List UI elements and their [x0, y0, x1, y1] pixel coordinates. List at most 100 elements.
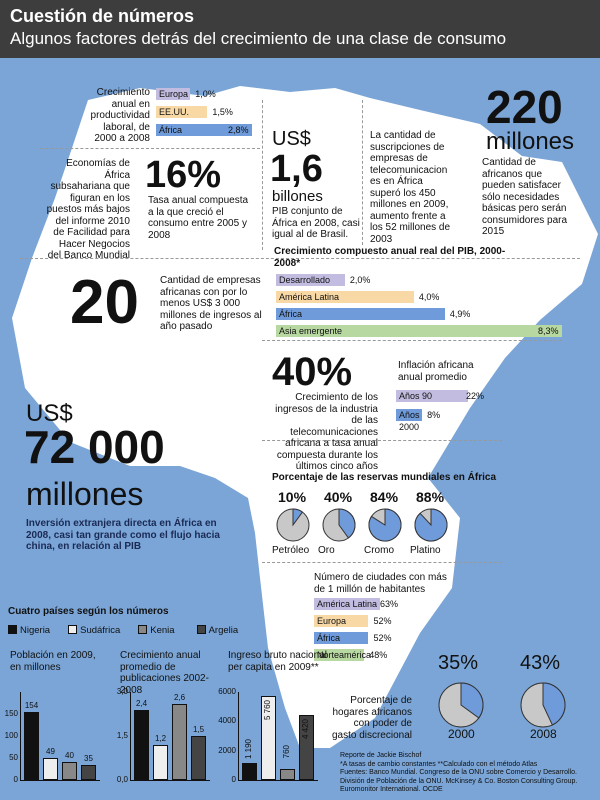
- bar: Años 90: [396, 390, 468, 402]
- y-tick: 4000: [218, 716, 236, 726]
- divider: [362, 100, 363, 245]
- divider: [262, 562, 502, 563]
- consumers-label: Cantidad de africanos que pueden satisfa…: [482, 157, 568, 237]
- page-title: Cuestión de números: [10, 6, 195, 26]
- footer-line: *A tasas de cambio constantes **Calculad…: [340, 760, 538, 768]
- telecom-growth-value: 40%: [272, 350, 353, 394]
- gdp-unit: billones: [272, 188, 323, 205]
- legend-item: Nigeria: [8, 625, 50, 636]
- reserve-pie: [276, 508, 310, 542]
- y-axis: [238, 692, 239, 780]
- reserve-value: 40%: [324, 489, 353, 505]
- bar: África: [276, 308, 445, 320]
- bar: Europa: [314, 615, 369, 627]
- gdp-currency: US$: [272, 128, 311, 150]
- economies-label: Economías de África subsahariana que fig…: [46, 158, 130, 261]
- y-tick: 0,0: [116, 775, 128, 784]
- reserve-name: Platino: [410, 545, 441, 556]
- reserves-title: Porcentaje de las reservas mundiales en …: [272, 472, 496, 483]
- chart-title: Crecimiento anual promedio de publicacio…: [120, 650, 209, 696]
- household-value: 35%: [438, 652, 479, 674]
- telecom-subs-label: La cantidad de suscripciones de empresas…: [370, 130, 451, 245]
- legend-label: Kenia: [150, 625, 175, 636]
- fdi-label: Inversión extranjera directa en África e…: [26, 518, 220, 552]
- bar-value: 2,8%: [228, 125, 249, 135]
- footer-line: Fuentes: Banco Mundial. Congreso de la O…: [340, 769, 577, 776]
- household-year: 2008: [530, 727, 557, 741]
- bar-value: 8,3%: [538, 326, 559, 336]
- cities-title: Número de ciudades con más de 1 millón d…: [314, 572, 447, 595]
- bar-label: 4 420: [301, 719, 310, 740]
- bar-label: 5 760: [263, 699, 272, 720]
- bar-value: 63%: [380, 599, 399, 609]
- countries-legend: Nigeria Sudáfrica Kenia Argelia: [8, 625, 268, 636]
- legend-label: Sudáfrica: [80, 625, 121, 636]
- consumers-value: 220: [486, 81, 563, 133]
- bar: [24, 712, 39, 780]
- footer-line: División de Población de la ONU. McKinse…: [340, 777, 578, 785]
- legend-item: Argelia: [196, 625, 239, 636]
- bar-label: 760: [282, 744, 291, 759]
- bar: [242, 762, 257, 780]
- consumption-value: 16%: [145, 154, 222, 196]
- reserve-name: Petróleo: [272, 545, 310, 556]
- bar-label: 1,2: [154, 733, 167, 743]
- africa-map: [12, 86, 598, 748]
- reserve-pie: [322, 508, 356, 542]
- legend-label: Nigeria: [20, 625, 51, 636]
- bar: EE.UU.: [156, 106, 208, 118]
- fdi-unit: millones: [26, 476, 144, 512]
- legend-label: Argelia: [208, 625, 239, 636]
- bar-value: 22%: [466, 391, 485, 401]
- header: Cuestión de números Algunos factores det…: [0, 0, 600, 58]
- companies-label: Cantidad de empresas africanas con por l…: [160, 275, 262, 332]
- bar: África: [156, 124, 252, 136]
- x-axis: [20, 780, 100, 781]
- reserve-value: 88%: [416, 489, 445, 505]
- bar: [191, 736, 206, 780]
- bar-value: 1,0%: [195, 89, 216, 99]
- bar-label: 1 190: [244, 738, 253, 759]
- y-tick: 100: [4, 731, 18, 740]
- consumption-label: Tasa anual compuesta a la que creció el …: [148, 195, 249, 241]
- bar-value: 8%: [427, 410, 441, 420]
- fdi-currency: US$: [26, 400, 73, 427]
- telecom-growth-label: Crecimiento de los ingresos de la indust…: [275, 392, 378, 472]
- bar-label: 49: [46, 747, 55, 757]
- bar: Asia emergente: [276, 325, 562, 337]
- bar: Desarrollado: [276, 274, 345, 286]
- y-tick: 150: [4, 709, 18, 718]
- bar-label: 35: [84, 753, 93, 763]
- y-tick: 6000: [218, 687, 236, 696]
- bar-label: 40: [65, 751, 74, 761]
- bar: [153, 744, 168, 780]
- footer-line: Euromonitor International. OCDE: [340, 786, 443, 793]
- household-year: 2000: [448, 727, 475, 741]
- reserve-value: 10%: [278, 489, 307, 505]
- legend-swatch: [68, 625, 78, 634]
- gdp-label: PIB conjunto de África en 2008, casi igu…: [272, 206, 360, 240]
- consumers-unit: millones: [486, 128, 575, 155]
- gdp-growth-title: Crecimiento compuesto anual real del PIB…: [274, 246, 506, 269]
- bar-label: 1,5: [192, 725, 205, 734]
- gdp-value: 1,6: [270, 148, 323, 190]
- divider: [262, 340, 562, 341]
- x-axis: [130, 780, 210, 781]
- reserve-name: Cromo: [364, 545, 395, 556]
- productivity-label: Crecimiento anual en productividad labor…: [90, 87, 150, 144]
- legend-swatch: [8, 625, 17, 634]
- countries-title: Cuatro países según los números: [8, 606, 169, 617]
- inflation-title: Inflación africana anual promedio: [398, 360, 474, 383]
- household-pie: [438, 682, 484, 728]
- bar: Años 2000: [396, 409, 423, 432]
- bar-value: 4,9%: [449, 309, 471, 319]
- bar: [299, 715, 314, 780]
- companies-value: 20: [70, 268, 139, 337]
- bar-value: 48%: [369, 650, 388, 660]
- legend-item: Kenia: [138, 625, 175, 636]
- legend-swatch: [138, 625, 148, 634]
- footer-line: Reporte de Jackie Bischof: [340, 752, 422, 759]
- footer-sources: Reporte de Jackie Bischof *A tasas de cam…: [340, 752, 590, 795]
- reserve-value: 84%: [370, 489, 399, 505]
- y-tick: 0: [231, 775, 236, 784]
